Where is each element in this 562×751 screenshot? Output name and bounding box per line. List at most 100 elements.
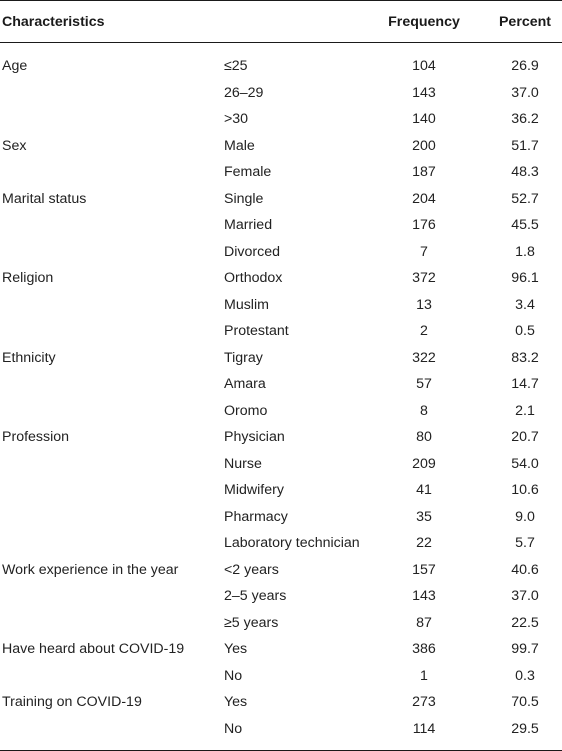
table-row: Pharmacy 35 9.0 bbox=[0, 493, 562, 525]
category-cell: Orthodox bbox=[224, 270, 283, 286]
percent-cell: 3.4 bbox=[515, 296, 535, 313]
table-row: Profession Physician 80 20.7 bbox=[0, 413, 562, 445]
frequency-cell: 2 bbox=[420, 323, 428, 339]
table-row: ≥5 years 87 22.5 bbox=[0, 599, 562, 631]
category-cell: Single bbox=[224, 190, 264, 207]
category-cell: Female bbox=[224, 164, 272, 180]
table-row: Female 187 48.3 bbox=[0, 148, 562, 180]
frequency-cell: 209 bbox=[412, 455, 436, 472]
percent-cell: 37.0 bbox=[511, 84, 539, 101]
percent-cell: 52.7 bbox=[511, 190, 539, 207]
frequency-cell: 57 bbox=[416, 376, 432, 392]
table-row: Work experience in the year <2 years 157 40… bbox=[0, 546, 562, 578]
characteristic-cell: Ethnicity bbox=[2, 349, 56, 366]
characteristic-cell: Religion bbox=[2, 270, 54, 286]
category-cell: Physician bbox=[224, 429, 285, 445]
table-row: Protestant 2 0.5 bbox=[0, 307, 562, 339]
percent-cell: 37.0 bbox=[511, 588, 539, 604]
frequency-cell: 104 bbox=[412, 58, 436, 74]
category-cell: Muslim bbox=[224, 296, 269, 313]
table-row: Religion Orthodox 372 96.1 bbox=[0, 254, 562, 286]
characteristic-cell: Marital status bbox=[2, 190, 87, 207]
header-characteristics: Characteristics bbox=[2, 14, 105, 30]
characteristic-cell: Work experience in the year bbox=[2, 561, 179, 578]
table-row: Ethnicity Tigray 322 83.2 bbox=[0, 334, 562, 366]
category-cell: >30 bbox=[224, 111, 249, 127]
category-cell: Yes bbox=[224, 694, 248, 710]
category-cell: ≥5 years bbox=[224, 614, 279, 631]
category-cell: Protestant bbox=[224, 323, 289, 339]
table-row: Sex Male 200 51.7 bbox=[0, 122, 562, 154]
percent-cell: 14.7 bbox=[511, 376, 539, 392]
frequency-cell: 7 bbox=[420, 243, 428, 260]
table-row: >30 140 36.2 bbox=[0, 95, 562, 127]
frequency-cell: 372 bbox=[412, 270, 436, 286]
header-frequency: Frequency bbox=[388, 14, 460, 30]
percent-cell: 48.3 bbox=[511, 164, 539, 180]
percent-cell: 51.7 bbox=[511, 137, 539, 154]
category-cell: Amara bbox=[224, 376, 266, 392]
table-row: Laboratory technician 22 5.7 bbox=[0, 519, 562, 551]
characteristic-cell: Age bbox=[2, 58, 28, 74]
frequency-cell: 143 bbox=[412, 588, 436, 604]
frequency-cell: 200 bbox=[412, 137, 436, 154]
percent-cell: 1.8 bbox=[515, 243, 535, 260]
table-row: Training on COVID-19 Yes 273 70.5 bbox=[0, 678, 562, 710]
percent-cell: 5.7 bbox=[515, 535, 535, 551]
frequency-cell: 176 bbox=[412, 217, 436, 233]
table-top-rule bbox=[0, 0, 562, 1]
table-row: No 1 0.3 bbox=[0, 652, 562, 684]
percent-cell: 0.5 bbox=[515, 323, 535, 339]
frequency-cell: 140 bbox=[412, 111, 436, 127]
frequency-cell: 13 bbox=[416, 296, 432, 313]
table-row: Have heard about COVID-19 Yes 386 99.7 bbox=[0, 625, 562, 657]
category-cell: Midwifery bbox=[224, 482, 284, 498]
percent-cell: 70.5 bbox=[511, 694, 539, 710]
characteristic-cell: Have heard about COVID-19 bbox=[2, 641, 185, 657]
table-row: Married 176 45.5 bbox=[0, 201, 562, 233]
table-row: Divorced 7 1.8 bbox=[0, 228, 562, 260]
characteristic-cell: Training on COVID-19 bbox=[2, 694, 142, 710]
category-cell: Yes bbox=[224, 641, 248, 657]
frequency-cell: 87 bbox=[416, 614, 432, 631]
frequency-cell: 157 bbox=[412, 561, 436, 578]
characteristic-cell: Profession bbox=[2, 429, 70, 445]
frequency-cell: 187 bbox=[412, 164, 436, 180]
frequency-cell: 8 bbox=[420, 402, 428, 419]
category-cell: Male bbox=[224, 137, 255, 154]
frequency-cell: 386 bbox=[412, 641, 436, 657]
frequency-cell: 204 bbox=[412, 190, 436, 207]
frequency-cell: 41 bbox=[416, 482, 432, 498]
table-header-rule bbox=[0, 42, 562, 43]
frequency-cell: 114 bbox=[412, 720, 436, 737]
percent-cell: 99.7 bbox=[511, 641, 539, 657]
percent-cell: 26.9 bbox=[511, 58, 539, 74]
category-cell: ≤25 bbox=[224, 58, 248, 74]
category-cell: Oromo bbox=[224, 402, 268, 419]
table-row: Marital status Single 204 52.7 bbox=[0, 175, 562, 207]
percent-cell: 10.6 bbox=[511, 482, 539, 498]
frequency-cell: 22 bbox=[416, 535, 432, 551]
frequency-cell: 273 bbox=[412, 694, 436, 710]
category-cell: Nurse bbox=[224, 455, 262, 472]
percent-cell: 2.1 bbox=[515, 402, 535, 419]
category-cell: No bbox=[224, 720, 243, 737]
header-percent: Percent bbox=[498, 14, 552, 30]
frequency-cell: 80 bbox=[416, 429, 432, 445]
percent-cell: 9.0 bbox=[515, 508, 535, 525]
frequency-cell: 322 bbox=[412, 349, 436, 366]
percent-cell: 45.5 bbox=[511, 217, 539, 233]
category-cell: Laboratory technician bbox=[224, 535, 360, 551]
table-row: Amara 57 14.7 bbox=[0, 360, 562, 392]
category-cell: <2 years bbox=[224, 561, 279, 578]
percent-cell: 83.2 bbox=[511, 349, 539, 366]
category-cell: 26–29 bbox=[224, 84, 264, 101]
percent-cell: 96.1 bbox=[511, 270, 539, 286]
frequency-cell: 143 bbox=[412, 84, 436, 101]
table-row: Nurse 209 54.0 bbox=[0, 440, 562, 472]
table-row: 26–29 143 37.0 bbox=[0, 69, 562, 101]
category-cell: Pharmacy bbox=[224, 508, 288, 525]
percent-cell: 36.2 bbox=[511, 111, 539, 127]
category-cell: No bbox=[224, 667, 243, 684]
